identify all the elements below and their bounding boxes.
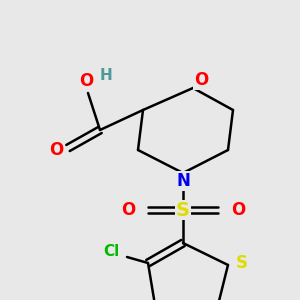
Text: O: O bbox=[194, 71, 208, 89]
Text: O: O bbox=[49, 141, 63, 159]
Text: S: S bbox=[176, 200, 190, 220]
Text: N: N bbox=[176, 172, 190, 190]
Text: O: O bbox=[79, 72, 93, 90]
Text: Cl: Cl bbox=[103, 244, 119, 260]
Text: O: O bbox=[121, 201, 135, 219]
Text: O: O bbox=[231, 201, 245, 219]
Text: S: S bbox=[236, 254, 248, 272]
Text: H: H bbox=[100, 68, 112, 82]
